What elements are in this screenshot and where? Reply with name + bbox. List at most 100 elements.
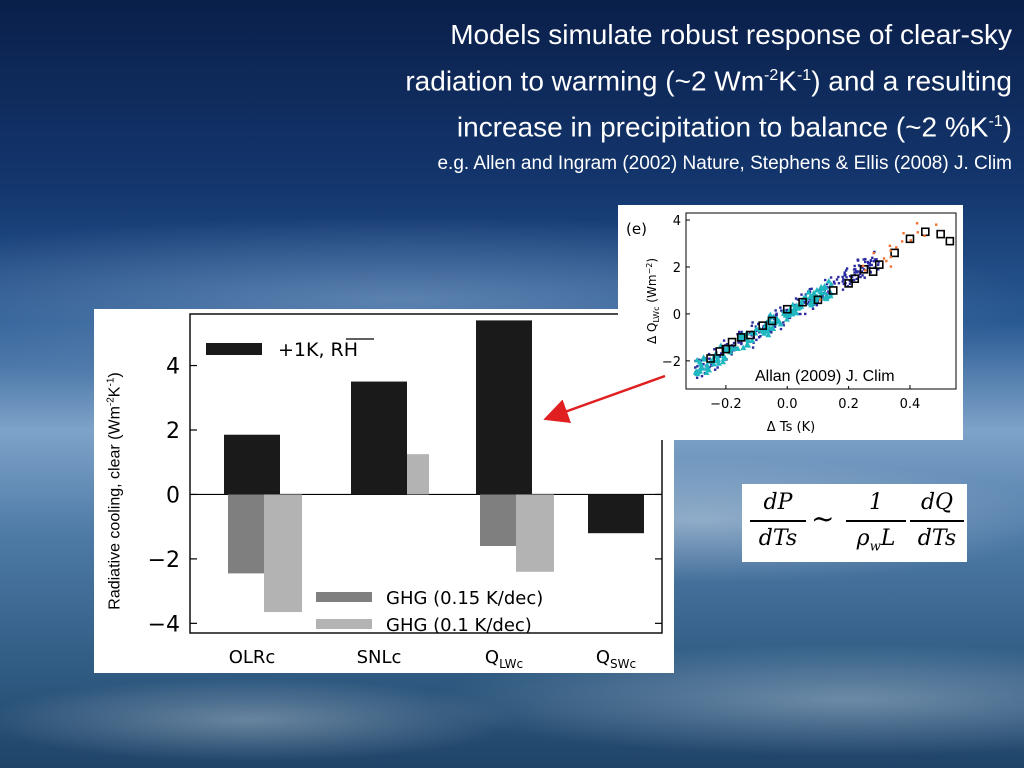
scatter-point-dense-blue bbox=[754, 325, 758, 328]
scatter-point-cyan bbox=[807, 300, 814, 306]
scatter-point-cyan bbox=[761, 330, 768, 336]
bar-Q_LWc-black bbox=[476, 320, 532, 495]
scatter-point-orange bbox=[902, 232, 905, 235]
scatter-point-cyan bbox=[794, 304, 801, 310]
scatter-point-cyan bbox=[770, 325, 777, 331]
scatter-point-cyan bbox=[697, 368, 704, 374]
scatter-point-boxes bbox=[721, 344, 731, 354]
scatter-point-dense-blue bbox=[848, 282, 852, 286]
scatter-plot-frame bbox=[685, 212, 957, 390]
scatter-point-dense-blue bbox=[863, 276, 866, 279]
bar-plot-frame bbox=[189, 313, 663, 634]
scatter-point-dense-blue bbox=[850, 275, 854, 279]
scatter-point-cyan bbox=[807, 293, 814, 300]
scatter-point-dense-blue bbox=[835, 278, 839, 281]
eq-rhs2-num: dQ bbox=[920, 490, 954, 515]
scatter-point-cyan bbox=[783, 316, 790, 322]
scatter-point-dense-blue bbox=[860, 270, 864, 273]
scatter-point-orange bbox=[915, 222, 919, 225]
scatter-point-cyan bbox=[776, 318, 783, 324]
bar-OLRc-black bbox=[224, 434, 280, 495]
scatter-point-dense-blue bbox=[829, 276, 833, 279]
scatter-point-cyan bbox=[704, 361, 711, 368]
scatter-point-cyan bbox=[694, 356, 701, 363]
scatter-point-dense-blue bbox=[871, 256, 874, 260]
scatter-point-dense-blue bbox=[755, 338, 758, 342]
scatter-point-cyan bbox=[749, 337, 756, 343]
scatter-point-dense-blue bbox=[841, 288, 845, 291]
scatter-point-boxes bbox=[727, 337, 737, 347]
scatter-point-dense-blue bbox=[861, 274, 864, 277]
title-line-3: increase in precipitation to balance (~2… bbox=[456, 111, 1012, 143]
scatter-point-dense-blue bbox=[856, 258, 860, 262]
scatter-point-orange bbox=[889, 265, 893, 268]
scatter-point-cyan bbox=[745, 342, 752, 348]
scatter-point-dense-blue bbox=[710, 363, 713, 366]
scatter-point-dense-blue bbox=[740, 341, 743, 344]
scatter-y-tick-label: −2 bbox=[662, 355, 681, 370]
scatter-point-cyan bbox=[824, 293, 831, 299]
scatter-point-dense-blue bbox=[796, 298, 800, 301]
scatter-point-dense-blue bbox=[702, 362, 705, 366]
scatter-point-dense-blue bbox=[808, 290, 812, 294]
scatter-point-boxes bbox=[758, 321, 768, 330]
scatter-points bbox=[693, 222, 955, 379]
x-tick-label: OLRc bbox=[229, 647, 276, 668]
scatter-point-cyan bbox=[710, 360, 717, 367]
scatter-point-dense-blue bbox=[857, 270, 860, 273]
scatter-point-dense-blue bbox=[700, 359, 703, 362]
scatter-point-dense-blue bbox=[873, 258, 877, 261]
scatter-point-dense-blue bbox=[697, 358, 701, 361]
scatter-point-boxes bbox=[706, 354, 715, 363]
scatter-point-orange bbox=[895, 246, 898, 249]
scatter-point-dense-blue bbox=[868, 263, 871, 267]
scatter-point-dense-blue bbox=[811, 307, 815, 310]
scatter-point-dense-blue bbox=[732, 341, 736, 345]
scatter-point-dense-blue bbox=[825, 282, 829, 286]
legend-swatch-black bbox=[206, 343, 262, 355]
scatter-point-dense-blue bbox=[857, 264, 861, 267]
scatter-point-dense-blue bbox=[837, 275, 840, 279]
scatter-point-cyan bbox=[825, 278, 832, 284]
scatter-x-tick-label: 0.4 bbox=[900, 397, 921, 412]
scatter-point-dense-blue bbox=[769, 330, 773, 333]
scatter-point-dense-blue bbox=[870, 263, 873, 267]
scatter-y-axis-label: Δ QLWc (Wm−2) bbox=[645, 258, 661, 344]
title-line-1: Models simulate robust response of clear… bbox=[450, 19, 1012, 50]
bar-OLRc-series-2 bbox=[264, 494, 302, 613]
scatter-point-dense-blue bbox=[740, 342, 743, 346]
scatter-point-cyan bbox=[821, 282, 828, 289]
equation-rhs-1: 1 ρwL bbox=[846, 490, 906, 560]
scatter-point-dense-blue bbox=[877, 261, 880, 264]
scatter-point-dense-blue bbox=[845, 267, 849, 270]
scatter-y-tick-label: 4 bbox=[673, 214, 681, 229]
scatter-chart-panel: (e) −0.2 0.0 0.2 0.4 −2 0 2 4 Δ Ts (K) Δ QLWc (Wm−… bbox=[618, 205, 963, 440]
scatter-point-dense-blue bbox=[841, 275, 844, 279]
scatter-point-dense-blue bbox=[732, 345, 735, 348]
scatter-point-orange bbox=[819, 298, 822, 301]
scatter-point-dense-blue bbox=[869, 271, 872, 274]
bar-chart-panel: −4 −2 0 2 4 OLRc SNLc QLWc QSWc +1K, RH GHG (0.15 … bbox=[94, 309, 674, 673]
eq-rhs1-den: ρwL bbox=[856, 525, 896, 554]
scatter-point-dense-blue bbox=[861, 266, 864, 269]
scatter-point-cyan bbox=[828, 281, 835, 288]
eq-lhs-den: dTs bbox=[758, 525, 798, 551]
scatter-point-cyan bbox=[713, 357, 720, 363]
scatter-point-dense-blue bbox=[843, 271, 846, 274]
scatter-point-cyan bbox=[720, 355, 727, 362]
scatter-chart: (e) −0.2 0.0 0.2 0.4 −2 0 2 4 Δ Ts (K) Δ QLWc (Wm−… bbox=[626, 212, 957, 435]
bar-Q_SWc-black bbox=[588, 494, 644, 534]
scatter-point-dense-blue bbox=[737, 330, 741, 334]
scatter-point-dense-blue bbox=[725, 343, 729, 346]
scatter-point-dense-blue bbox=[722, 339, 726, 342]
scatter-point-dense-blue bbox=[843, 274, 846, 277]
equation-lhs: dP dTs bbox=[750, 490, 806, 552]
scatter-point-dense-blue bbox=[833, 282, 836, 285]
scatter-point-dense-blue bbox=[696, 365, 699, 368]
scatter-point-dense-blue bbox=[757, 322, 760, 326]
scatter-point-orange bbox=[935, 223, 938, 226]
scatter-point-dense-blue bbox=[713, 348, 716, 351]
y-tick-label: −4 bbox=[148, 612, 180, 637]
scatter-point-cyan bbox=[805, 289, 812, 295]
scatter-point-dense-blue bbox=[757, 336, 761, 339]
